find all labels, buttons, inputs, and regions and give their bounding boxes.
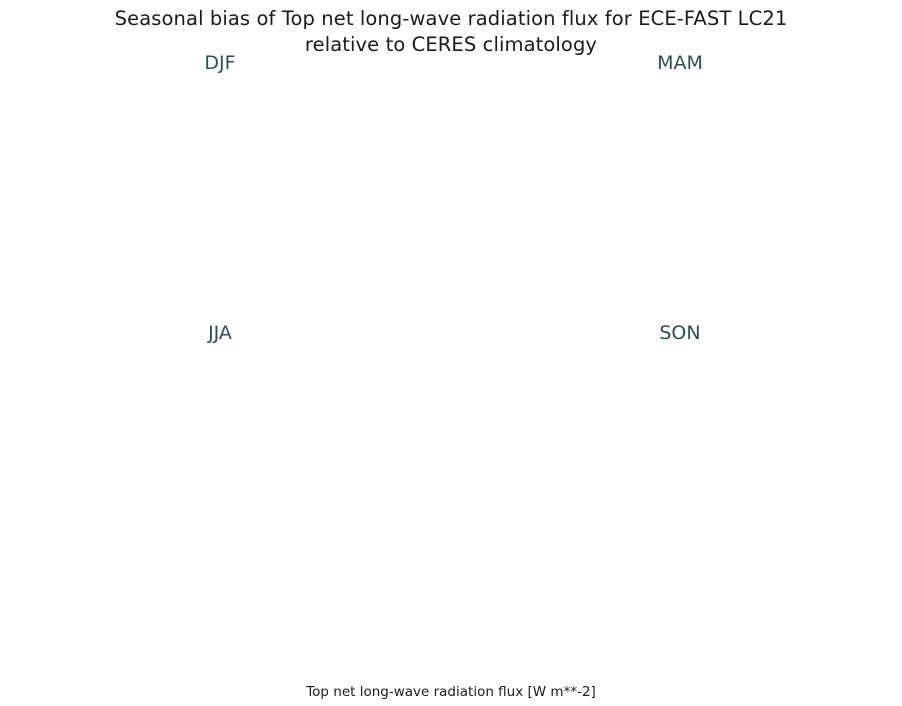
panel-jja: JJA — [10, 322, 430, 577]
panel-title-djf: DJF — [204, 52, 236, 74]
figure-suptitle: Seasonal bias of Top net long-wave radia… — [114, 7, 788, 56]
panel-title-jja: JJA — [208, 322, 232, 344]
colorbar-label: Top net long-wave radiation flux [W m**-… — [306, 684, 596, 700]
panel-son: SON — [470, 322, 890, 577]
panel-mam: MAM — [470, 52, 890, 307]
panel-title-mam: MAM — [657, 52, 703, 74]
panel-title-son: SON — [659, 322, 701, 344]
panel-djf: DJF — [10, 52, 430, 307]
